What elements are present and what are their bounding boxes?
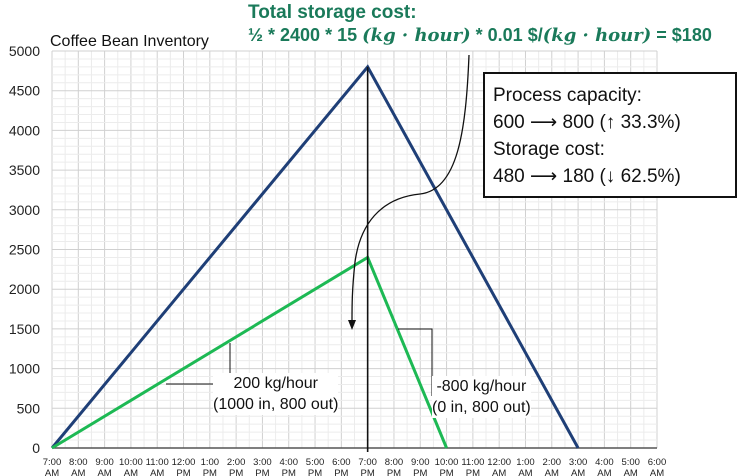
x-tick-label: 12:00 PM [172,457,196,476]
chart-title: Coffee Bean Inventory [50,33,209,50]
formula-start: ½ * 2400 * 15 [248,25,363,45]
x-tick-label: 1:00 PM [201,457,220,476]
y-tick-label: 4500 [9,83,40,99]
x-tick-label: 8:00 AM [69,457,88,476]
y-tick-label: 4000 [9,122,40,138]
y-tick-label: 0 [32,440,40,456]
drain-rate-annotation: -800 kg/hour (0 in, 800 out) [432,376,531,418]
x-tick-label: 5:00 PM [306,457,325,476]
formula-mid: * 0.01 $/ [470,25,543,45]
y-tick-label: 2000 [9,281,40,297]
x-tick-label: 12:00 AM [487,457,511,476]
fill-rate-annotation: 200 kg/hour (1000 in, 800 out) [213,373,339,415]
x-tick-label: 2:00 PM [227,457,246,476]
annotation-lines [166,54,470,452]
infobox-line-2: 600 ⟶ 800 (↑ 33.3%) [493,112,681,133]
x-tick-label: 11:00 AM [146,457,169,476]
x-tick-label: 6:00 PM [332,457,351,476]
x-tick-label: 10:00 AM [119,457,143,476]
formula-unit-1: (kg · hour) [362,25,471,46]
infobox-line-3: Storage cost: [493,139,605,160]
drain-rate-label: -800 kg/hour [436,378,527,395]
infobox-line-4: 480 ⟶ 180 (↓ 62.5%) [493,166,681,187]
x-tick-label: 5:00 AM [621,457,640,476]
x-tick-label: 10:00 PM [435,457,459,476]
y-tick-label: 1000 [9,361,40,377]
y-tick-label: 2500 [9,242,40,258]
x-tick-label: 4:00 PM [279,457,298,476]
x-tick-label: 4:00 AM [595,457,614,476]
y-tick-label: 500 [17,400,41,416]
y-tick-label: 3000 [9,202,40,218]
y-axis-tick-labels: 0 500 1000 1500 2000 2500 3000 3500 4000 4500 5000 [9,43,40,456]
x-tick-label: 7:00 AM [43,457,62,476]
x-tick-label: 3:00 AM [569,457,588,476]
callout-arrow [351,54,470,323]
formula-end: = $180 [651,25,712,45]
y-tick-label: 1500 [9,321,40,337]
x-tick-label: 6:00 AM [648,457,667,476]
x-tick-label: 11:00 PM [461,457,484,476]
fill-rate-detail: (1000 in, 800 out) [213,396,339,413]
x-tick-label: 2:00 AM [543,457,562,476]
formula-unit-2: (kg · hour) [542,25,652,46]
storage-cost-heading: Total storage cost: [248,2,417,23]
callout-arrowhead [348,320,356,330]
capacity-cost-infobox: Process capacity: 600 ⟶ 800 (↑ 33.3%) St… [483,72,737,198]
y-tick-label: 5000 [9,43,40,59]
x-tick-label: 7:00 PM [358,457,377,476]
drain-rate-bracket [398,328,433,396]
x-tick-label: 9:00 AM [95,457,114,476]
fill-rate-label: 200 kg/hour [233,375,318,392]
x-tick-label: 9:00 PM [411,457,430,476]
y-tick-label: 3500 [9,162,40,178]
drain-rate-detail: (0 in, 800 out) [432,399,531,416]
x-tick-label: 1:00 AM [516,457,535,476]
x-tick-label: 3:00 PM [253,457,272,476]
x-tick-label: 8:00 PM [385,457,404,476]
infobox-line-1: Process capacity: [493,85,642,106]
storage-cost-formula: ½ * 2400 * 15 (kg · hour) * 0.01 $/(kg ·… [248,25,712,46]
